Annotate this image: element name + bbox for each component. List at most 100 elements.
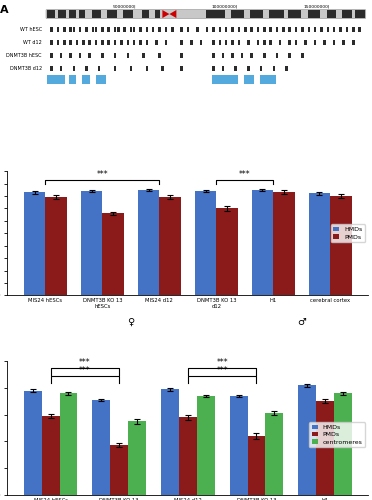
Bar	[295, 27, 297, 32]
Bar	[171, 27, 173, 32]
Bar	[339, 27, 342, 32]
Bar	[117, 27, 119, 32]
Bar	[250, 10, 263, 18]
Bar	[323, 40, 326, 45]
Bar	[222, 66, 224, 71]
Bar	[263, 40, 266, 45]
Text: 100000000|: 100000000|	[211, 4, 238, 8]
Bar	[81, 191, 102, 296]
Bar	[231, 40, 234, 45]
Bar	[301, 27, 304, 32]
Bar	[288, 40, 291, 45]
Bar	[42, 416, 60, 495]
Bar	[276, 53, 278, 58]
Bar	[142, 53, 145, 58]
Legend: HMDs, PMDs, centromeres: HMDs, PMDs, centromeres	[309, 422, 365, 447]
Bar	[244, 76, 254, 84]
Bar	[288, 53, 291, 58]
Text: ***: ***	[217, 358, 228, 367]
Polygon shape	[169, 10, 176, 18]
Bar	[250, 53, 253, 58]
Bar	[196, 27, 199, 32]
Bar	[212, 66, 215, 71]
Bar	[47, 76, 65, 84]
Bar	[89, 40, 91, 45]
Bar	[225, 27, 228, 32]
Bar	[79, 53, 81, 58]
Text: ***: ***	[79, 358, 91, 367]
Bar	[241, 53, 243, 58]
Bar	[128, 422, 146, 495]
Bar	[69, 10, 76, 18]
Bar	[269, 40, 272, 45]
Text: ***: ***	[217, 366, 228, 375]
Bar	[101, 40, 104, 45]
Text: DNMT3B d12: DNMT3B d12	[10, 66, 42, 71]
Bar	[50, 66, 53, 71]
Bar	[139, 27, 142, 32]
Bar	[269, 27, 272, 32]
Bar	[180, 53, 183, 58]
Bar	[230, 396, 247, 495]
Bar	[288, 10, 301, 18]
Bar	[73, 27, 75, 32]
Bar	[343, 10, 352, 18]
Bar	[158, 53, 161, 58]
Bar	[308, 10, 320, 18]
Bar	[79, 10, 85, 18]
Bar	[133, 27, 135, 32]
Bar	[110, 446, 128, 495]
Bar	[108, 27, 110, 32]
Bar	[145, 66, 148, 71]
Bar	[180, 66, 183, 71]
Text: WT hESC: WT hESC	[20, 27, 42, 32]
Bar	[69, 76, 76, 84]
Bar	[225, 40, 228, 45]
Bar	[231, 53, 234, 58]
Bar	[314, 40, 317, 45]
Bar	[244, 27, 247, 32]
Bar	[346, 27, 348, 32]
Bar	[250, 27, 253, 32]
Bar	[114, 27, 116, 32]
Bar	[298, 385, 316, 495]
Bar	[50, 27, 53, 32]
Bar	[180, 40, 183, 45]
Bar	[333, 40, 336, 45]
Bar	[263, 53, 266, 58]
Bar	[247, 40, 250, 45]
Bar	[212, 76, 238, 84]
Bar	[92, 10, 101, 18]
Bar	[282, 27, 285, 32]
Bar	[139, 40, 142, 45]
Bar	[288, 27, 291, 32]
Bar	[142, 10, 149, 18]
Bar	[219, 27, 221, 32]
Bar	[273, 192, 295, 296]
Bar	[358, 27, 361, 32]
Bar	[295, 40, 297, 45]
Bar	[276, 27, 278, 32]
Bar	[130, 27, 132, 32]
Bar	[158, 27, 161, 32]
Bar	[124, 10, 133, 18]
Bar	[314, 27, 317, 32]
Bar	[60, 66, 62, 71]
Bar	[257, 27, 259, 32]
Bar	[285, 66, 288, 71]
Bar	[58, 10, 66, 18]
Bar	[260, 76, 276, 84]
Bar	[155, 40, 158, 45]
Bar	[195, 191, 217, 296]
Bar	[330, 196, 352, 296]
Text: 150000000|: 150000000|	[304, 4, 330, 8]
Bar	[165, 40, 167, 45]
Bar	[69, 40, 72, 45]
Bar	[217, 208, 238, 296]
Bar	[101, 27, 104, 32]
Bar	[24, 390, 42, 495]
Bar	[138, 190, 159, 296]
Bar	[212, 27, 215, 32]
Bar	[50, 53, 53, 58]
Bar	[320, 27, 323, 32]
